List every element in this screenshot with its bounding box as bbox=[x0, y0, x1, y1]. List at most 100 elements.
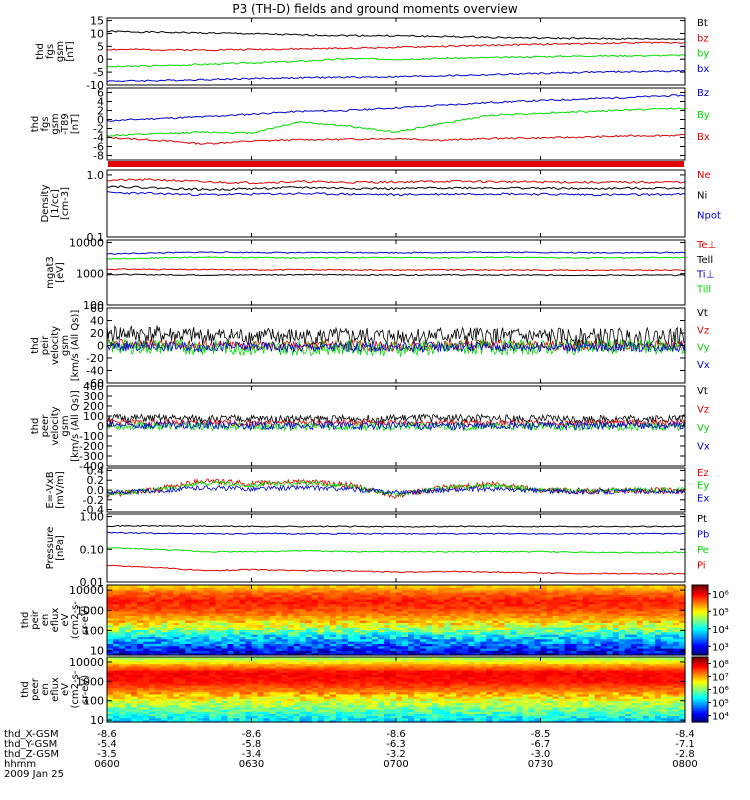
spectrogram-cell bbox=[426, 634, 433, 637]
spectrogram-cell bbox=[588, 606, 596, 609]
spectrogram-cell bbox=[161, 693, 168, 697]
spectrogram-cell bbox=[389, 638, 397, 642]
spectrogram-cell bbox=[522, 693, 530, 697]
spectrogram-cell bbox=[672, 685, 680, 688]
spectrogram-cell bbox=[251, 608, 259, 612]
spectrogram-cell bbox=[666, 652, 674, 656]
spectrogram-cell bbox=[582, 601, 590, 605]
spectrogram-cell bbox=[462, 719, 469, 723]
spectrogram-cell bbox=[504, 711, 511, 714]
spectrogram-cell bbox=[335, 715, 343, 719]
spectrogram-cell bbox=[155, 700, 162, 704]
spectrogram-cell bbox=[269, 650, 277, 654]
spectrogram-cell bbox=[420, 610, 427, 614]
spectrogram-cell bbox=[540, 617, 548, 621]
spectrogram-cell bbox=[371, 610, 379, 614]
spectrogram-cell bbox=[185, 634, 192, 637]
spectrogram-cell bbox=[510, 641, 518, 644]
spectrogram-cell bbox=[209, 689, 216, 693]
spectrogram-cell bbox=[480, 698, 487, 701]
spectrogram-cell bbox=[371, 608, 379, 612]
spectrogram-cell bbox=[582, 648, 590, 651]
spectrogram-cell bbox=[624, 648, 632, 651]
spectrogram-cell bbox=[522, 711, 530, 714]
spectrogram-cell bbox=[359, 589, 367, 593]
spectrogram-cell bbox=[450, 648, 457, 651]
spectrogram-cell bbox=[510, 648, 518, 651]
spectrogram-cell bbox=[143, 589, 150, 593]
spectrogram-cell bbox=[299, 648, 307, 651]
spectrogram-cell bbox=[450, 696, 457, 699]
spectrogram-cell bbox=[564, 709, 572, 712]
spectrogram-cell bbox=[239, 683, 247, 686]
spectrogram-cell bbox=[588, 704, 596, 708]
spectrogram-cell bbox=[197, 652, 204, 656]
spectrogram-cell bbox=[642, 617, 650, 621]
spectrogram-cell bbox=[522, 696, 530, 699]
spectrogram-cell bbox=[239, 709, 247, 712]
spectrogram-cell bbox=[594, 608, 602, 612]
spectrogram-cell bbox=[185, 702, 192, 706]
spectrogram-cell bbox=[432, 606, 439, 609]
spectrogram-cell bbox=[678, 685, 686, 688]
spectrogram-cell bbox=[564, 627, 572, 630]
spectrogram-cell bbox=[606, 601, 614, 605]
spectrogram-cell bbox=[113, 624, 120, 628]
spectrogram-cell bbox=[329, 627, 337, 630]
spectrogram-cell bbox=[468, 685, 475, 688]
spectrogram-cell bbox=[227, 596, 235, 600]
spectrogram-cell bbox=[480, 589, 487, 593]
spectrogram-cell bbox=[624, 704, 632, 708]
spectrogram-cell bbox=[209, 683, 216, 686]
spectrogram-cell bbox=[209, 700, 216, 704]
spectrogram-cell bbox=[606, 696, 614, 699]
spectrogram-cell bbox=[666, 599, 674, 602]
spectrogram-cell bbox=[678, 693, 686, 697]
spectrogram-cell bbox=[450, 620, 457, 623]
spectrogram-cell bbox=[149, 711, 156, 714]
spectrogram-cell bbox=[263, 610, 271, 614]
spectrogram-cell bbox=[660, 687, 668, 691]
colorbar-step bbox=[692, 623, 708, 626]
spectrogram-cell bbox=[570, 615, 578, 619]
spectrogram-cell bbox=[588, 627, 596, 630]
spectrogram-cell bbox=[125, 596, 132, 600]
spectrogram-cell bbox=[612, 615, 620, 619]
spectrogram-cell bbox=[269, 596, 277, 600]
spectrogram-cell bbox=[660, 709, 668, 712]
spectrogram-cell bbox=[323, 709, 331, 712]
spectrogram-cell bbox=[239, 631, 247, 635]
spectrogram-cell bbox=[107, 587, 114, 591]
spectrogram-cell bbox=[546, 641, 554, 644]
y-tick-label: -20 bbox=[86, 352, 104, 365]
spectrogram-cell bbox=[323, 631, 331, 635]
colorbar-step bbox=[692, 632, 708, 635]
spectrogram-cell bbox=[444, 594, 451, 598]
spectrogram-cell bbox=[239, 613, 247, 616]
spectrogram-cell bbox=[161, 643, 168, 647]
spectrogram-cell bbox=[456, 622, 463, 626]
spectrogram-cell bbox=[666, 715, 674, 719]
spectrogram-cell bbox=[654, 652, 662, 656]
spectrogram-cell bbox=[161, 589, 168, 593]
spectrogram-cell bbox=[143, 691, 150, 695]
y-axis-label: thdpeirvelocitygsm[km/s (All Qs)] bbox=[30, 310, 81, 382]
spectrogram-cell bbox=[456, 650, 463, 654]
spectrogram-cell bbox=[594, 698, 602, 701]
spectrogram-cell bbox=[341, 685, 349, 688]
spectrogram-cell bbox=[269, 706, 277, 710]
spectrogram-cell bbox=[456, 606, 463, 609]
spectrogram-cell bbox=[594, 643, 602, 647]
spectrogram-cell bbox=[444, 689, 451, 693]
spectrogram-cell bbox=[504, 687, 511, 691]
spectrogram-cell bbox=[185, 592, 192, 595]
spectrogram-cell bbox=[600, 715, 608, 719]
spectrogram-cell bbox=[323, 608, 331, 612]
spectrogram-cell bbox=[558, 702, 566, 706]
spectrogram-cell bbox=[383, 685, 391, 688]
spectrogram-cell bbox=[582, 589, 590, 593]
spectrogram-cell bbox=[191, 715, 198, 719]
spectrogram-cell bbox=[161, 717, 168, 721]
spectrogram-cell bbox=[414, 629, 421, 633]
